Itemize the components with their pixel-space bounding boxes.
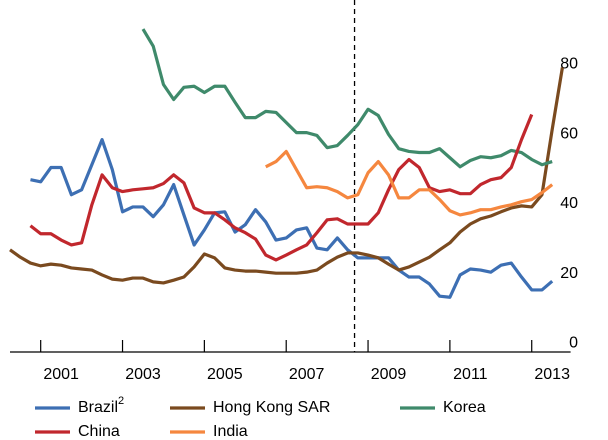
x-tick-label: 2013 — [534, 366, 570, 383]
y-tick-label: 40 — [560, 195, 578, 212]
series-line — [29, 113, 534, 262]
legend-label: Brazil2 — [78, 395, 124, 416]
legend-name: Korea — [443, 399, 486, 416]
legend-label: Hong Kong SAR — [213, 399, 330, 416]
series-line — [141, 28, 553, 169]
y-tick-label: 80 — [560, 56, 578, 73]
y-tick-label: 60 — [560, 125, 578, 142]
legend-name: Hong Kong SAR — [213, 399, 330, 416]
y-tick-label: 0 — [569, 335, 578, 352]
x-tick-label: 2011 — [453, 366, 488, 383]
legend-superscript: 2 — [118, 395, 124, 407]
x-tick-label: 2001 — [43, 366, 79, 383]
y-tick-label: 20 — [560, 265, 578, 282]
legend-name: India — [213, 423, 248, 440]
legend-label: Korea — [443, 399, 486, 416]
legend-name: Brazil — [78, 399, 118, 416]
x-tick-label: 2003 — [125, 366, 161, 383]
x-tick-label: 2009 — [371, 366, 407, 383]
series-line — [9, 67, 564, 285]
x-tick-label: 2007 — [289, 366, 325, 383]
series-line — [265, 149, 554, 217]
legend-label: China — [78, 423, 120, 440]
x-tick-label: 2005 — [207, 366, 243, 383]
legend-label: India — [213, 423, 248, 440]
legend-name: China — [78, 423, 120, 440]
